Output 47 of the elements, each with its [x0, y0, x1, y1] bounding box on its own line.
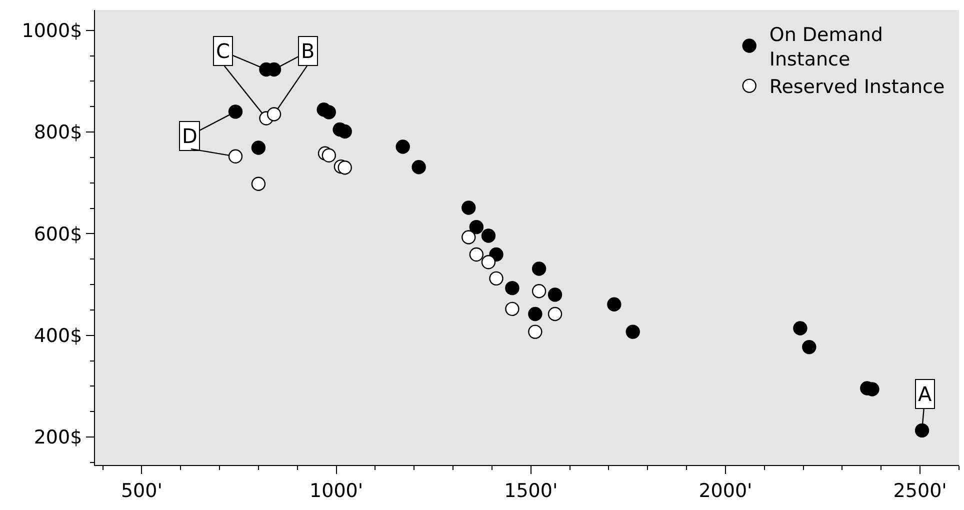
- point: [338, 160, 352, 175]
- annotation: C: [216, 39, 230, 63]
- point: [607, 297, 622, 312]
- point: [228, 149, 243, 164]
- annotation: B: [301, 39, 315, 63]
- legend-label: Reserved Instance: [769, 76, 945, 98]
- point: [462, 230, 476, 244]
- point: [548, 306, 562, 322]
- point: [802, 340, 816, 354]
- point: [532, 284, 546, 298]
- y-tick-label: 800$: [34, 122, 82, 144]
- point: [793, 321, 808, 336]
- point: [489, 271, 504, 286]
- point: [505, 280, 520, 296]
- x-tick-label: 500': [120, 480, 162, 502]
- point: [505, 302, 520, 316]
- point: [532, 262, 546, 276]
- point: [396, 140, 410, 154]
- point: [251, 140, 266, 155]
- point: [548, 288, 562, 302]
- point: [462, 200, 476, 215]
- x-tick-label: 2500': [893, 480, 947, 502]
- point: [228, 104, 243, 119]
- point: [322, 148, 336, 162]
- x-tick-label: 2000': [698, 480, 752, 502]
- point: [481, 228, 496, 243]
- annotation: D: [182, 124, 198, 148]
- point: [914, 423, 930, 438]
- point: [469, 220, 484, 234]
- point: [626, 324, 640, 339]
- y-tick-label: 600$: [34, 223, 82, 246]
- legend-label: On Demand Instance: [769, 24, 883, 71]
- x-tick-label: 1500': [504, 480, 558, 502]
- y-tick-label: 200$: [34, 426, 82, 449]
- point: [481, 255, 496, 270]
- point: [412, 160, 426, 174]
- point: [528, 324, 542, 339]
- point: [266, 107, 282, 122]
- x-tick-label: 1000': [310, 480, 364, 502]
- point: [469, 247, 484, 262]
- y-tick-label: 1000$: [22, 20, 82, 42]
- point: [528, 306, 542, 322]
- annotation: A: [918, 382, 932, 406]
- y-tick-label: 400$: [34, 325, 82, 348]
- point: [251, 176, 266, 191]
- point: [322, 105, 336, 120]
- point: [338, 124, 352, 139]
